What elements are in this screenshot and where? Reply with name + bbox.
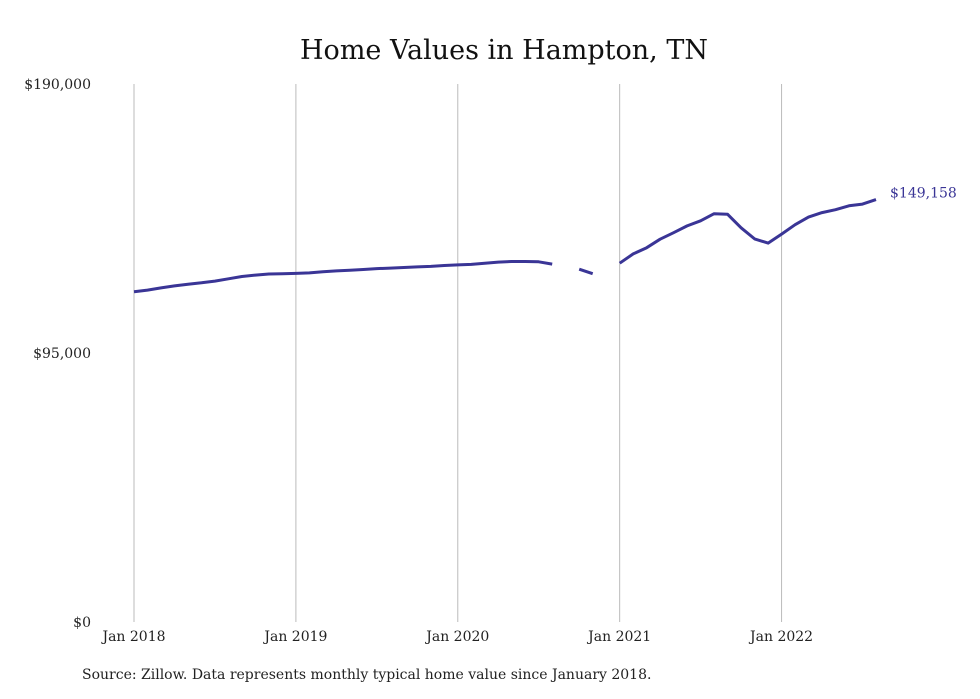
end-value-label: $149,158	[890, 186, 957, 202]
x-tick-label: Jan 2022	[748, 629, 813, 645]
x-tick-label: Jan 2018	[100, 629, 165, 645]
source-note: Source: Zillow. Data represents monthly …	[82, 667, 652, 683]
x-axis-ticks: Jan 2018 Jan 2019 Jan 2020 Jan 2021 Jan 2022	[100, 629, 813, 645]
y-tick-label: $0	[73, 615, 91, 631]
series-segment-0-1	[578, 267, 594, 276]
grid-lines	[133, 84, 783, 622]
chart-title: Home Values in Hampton, TN	[300, 35, 708, 66]
series-segment-0-0	[133, 260, 553, 294]
x-tick-label: Jan 2021	[586, 629, 651, 645]
y-tick-label: $95,000	[33, 346, 91, 362]
y-tick-label: $190,000	[24, 77, 91, 93]
x-tick-label: Jan 2019	[262, 629, 327, 645]
x-tick-label: Jan 2020	[424, 629, 489, 645]
series-line	[133, 198, 877, 294]
series-segment-0-2	[618, 198, 877, 265]
y-axis-ticks: $0 $95,000 $190,000	[24, 77, 91, 631]
line-chart: Home Values in Hampton, TN $0 $95,000 $190…	[24, 35, 957, 645]
